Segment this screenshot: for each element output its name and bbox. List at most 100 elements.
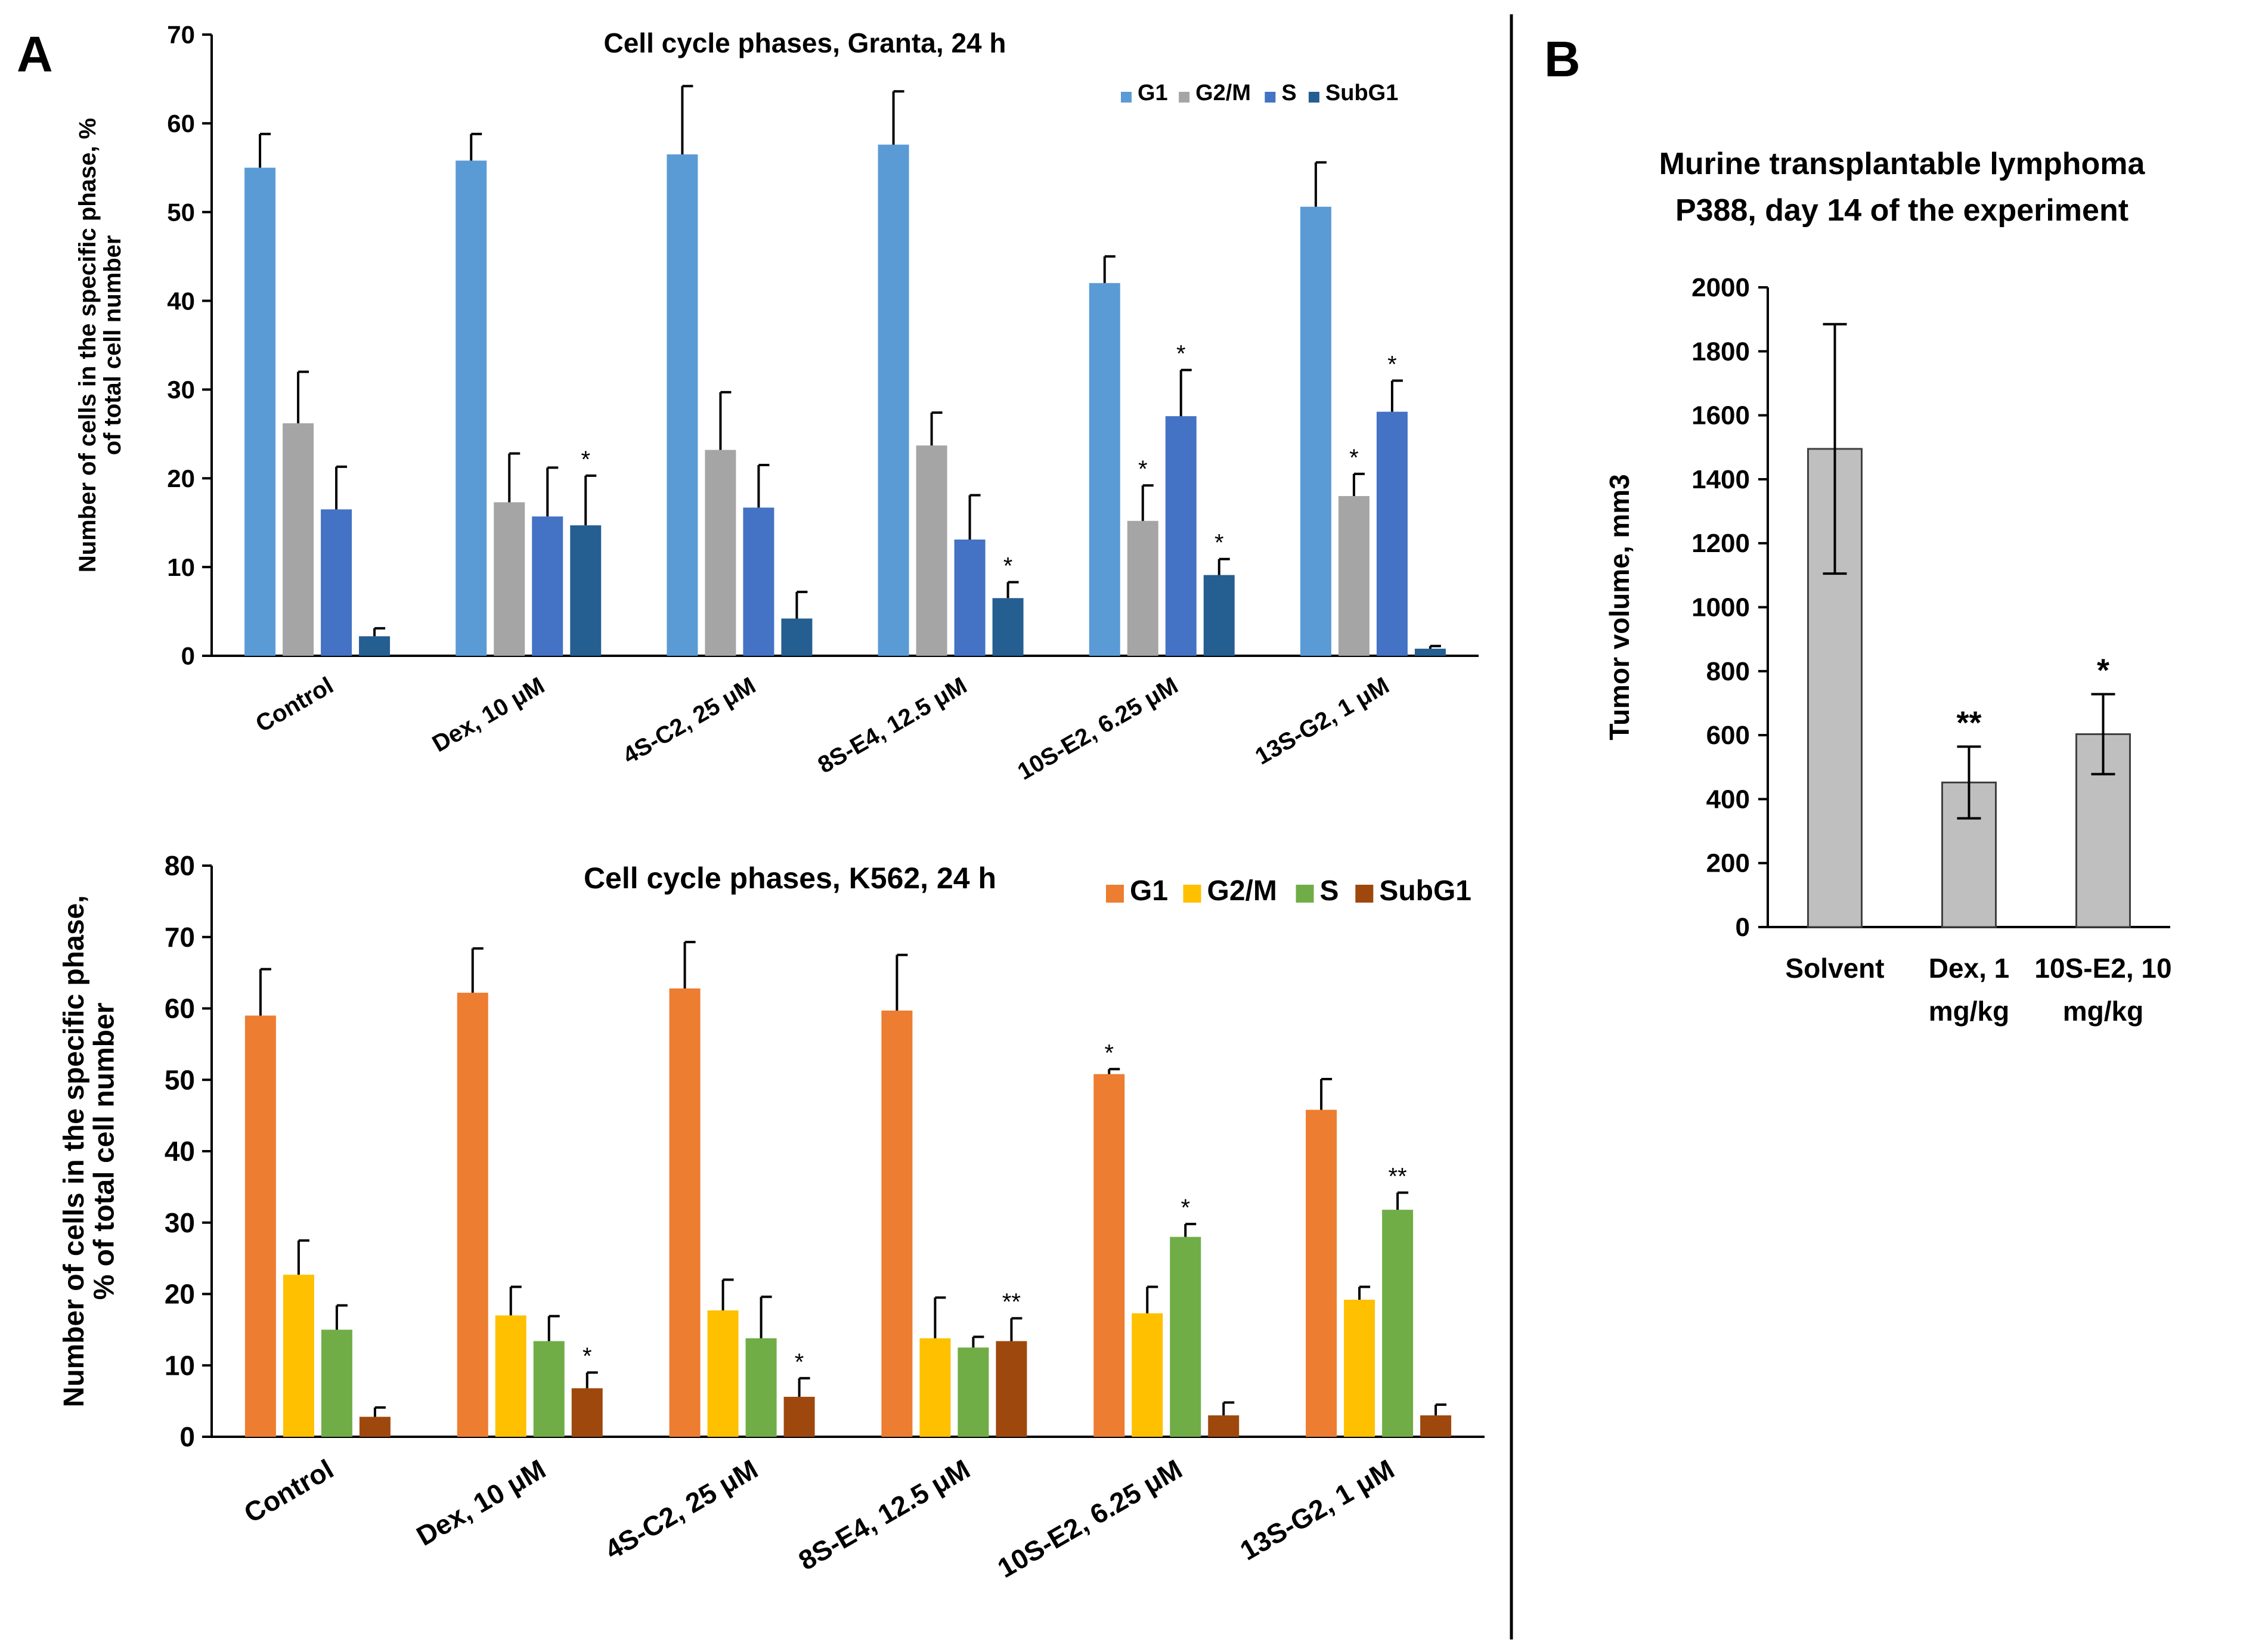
- legend-swatch: [1106, 885, 1124, 903]
- category-label: 10S-E2, 10: [2034, 953, 2171, 984]
- bar-g1: [669, 988, 701, 1437]
- legend-entry: G1: [1138, 80, 1168, 106]
- chart-title-line: Murine transplantable lymphoma: [1659, 147, 2146, 181]
- bar-g1: [244, 1015, 276, 1437]
- legend-swatch: [1308, 92, 1319, 103]
- significance-mark: *: [795, 1349, 804, 1375]
- legend-swatch: [1183, 885, 1201, 903]
- y-tick-label: 1200: [1691, 529, 1750, 558]
- y-tick-label: 50: [165, 1064, 195, 1095]
- legend-swatch: [1121, 92, 1132, 103]
- y-axis-label-line: of total cell number: [100, 235, 126, 455]
- y-axis-label: Number of cells in the specific phase, %…: [75, 118, 126, 572]
- legend-swatch: [1355, 885, 1374, 903]
- bar-s: [1165, 416, 1197, 656]
- legend-entry: G1: [1130, 875, 1168, 907]
- significance-mark: *: [1349, 445, 1359, 471]
- bar-s: [958, 1347, 989, 1437]
- bar-subg1: [359, 1417, 391, 1437]
- significance-mark: *: [2097, 652, 2109, 688]
- bar-g1: [456, 160, 487, 656]
- legend-entry: S: [1281, 80, 1296, 106]
- bar-g2m: [916, 445, 947, 656]
- legend-entry: G2/M: [1207, 875, 1277, 907]
- y-tick-label: 30: [167, 376, 195, 404]
- bar-g2m: [283, 423, 314, 656]
- significance-mark: *: [1003, 553, 1013, 579]
- bar-g1: [1306, 1109, 1337, 1437]
- bar-g1: [244, 168, 276, 656]
- bar-s: [1170, 1236, 1201, 1437]
- legend-entry: SubG1: [1379, 875, 1471, 907]
- significance-mark: *: [1181, 1195, 1190, 1221]
- bar-g2m: [495, 1315, 526, 1437]
- significance-mark: **: [1002, 1289, 1021, 1315]
- legend-swatch: [1265, 92, 1276, 103]
- bar-s: [321, 1329, 352, 1437]
- bar-g2m: [494, 502, 525, 656]
- bar-g2m: [283, 1275, 314, 1437]
- y-tick-label: 2000: [1691, 273, 1750, 302]
- y-axis-label-line: Number of cells in the specific phase, %: [75, 118, 101, 572]
- y-tick-label: 1800: [1691, 337, 1750, 366]
- bar-s: [321, 509, 352, 656]
- bar-subg1: [996, 1341, 1027, 1437]
- bar-g2m: [1344, 1300, 1375, 1437]
- significance-mark: *: [581, 447, 590, 473]
- legend-entry: SubG1: [1325, 80, 1398, 106]
- bar-s: [1376, 411, 1408, 656]
- significance-mark: *: [1176, 341, 1186, 367]
- y-tick-label: 0: [179, 1421, 195, 1452]
- bar-g2m: [1338, 496, 1370, 656]
- y-tick-label: 600: [1706, 721, 1750, 750]
- legend-entry: S: [1320, 875, 1339, 907]
- bar-g2m: [1127, 520, 1158, 656]
- significance-mark: **: [1389, 1163, 1407, 1189]
- y-tick-label: 80: [165, 850, 195, 881]
- panel-b-label: B: [1544, 31, 1581, 87]
- category-label: mg/kg: [1929, 996, 2009, 1027]
- bar-subg1: [571, 1388, 603, 1437]
- y-tick-label: 1400: [1691, 465, 1750, 494]
- y-tick-label: 60: [165, 993, 195, 1024]
- y-axis-label: Number of cells in the specific phase,% …: [58, 895, 120, 1408]
- significance-mark: *: [1214, 530, 1224, 556]
- bar-g2m: [1132, 1313, 1163, 1437]
- bar-s: [532, 516, 563, 656]
- y-tick-label: 40: [165, 1136, 195, 1167]
- y-tick-label: 70: [167, 21, 195, 49]
- y-tick-label: 10: [167, 553, 195, 581]
- y-tick-label: 40: [167, 287, 195, 315]
- y-tick-label: 20: [167, 464, 195, 492]
- y-tick-label: 10: [165, 1350, 195, 1381]
- y-tick-label: 0: [181, 642, 195, 670]
- bar-subg1: [783, 1396, 815, 1437]
- y-tick-label: 800: [1706, 657, 1750, 686]
- y-tick-label: 20: [165, 1279, 195, 1310]
- category-label: Dex, 1: [1929, 953, 2010, 984]
- bar-s: [743, 507, 774, 656]
- bar-g1: [1093, 1074, 1125, 1437]
- y-tick-label: 400: [1706, 785, 1750, 814]
- bar-subg1: [1414, 649, 1446, 656]
- significance-mark: **: [1956, 705, 1981, 740]
- chart-title-line: P388, day 14 of the experiment: [1675, 193, 2128, 228]
- bar-g1: [881, 1011, 913, 1437]
- y-tick-label: 1600: [1691, 401, 1750, 430]
- bar-g2m: [919, 1338, 951, 1437]
- bar-subg1: [992, 598, 1024, 656]
- chart-title: Cell cycle phases, K562, 24 h: [584, 861, 996, 895]
- bar-g2m: [705, 450, 736, 656]
- y-tick-label: 70: [165, 922, 195, 953]
- legend-swatch: [1296, 885, 1314, 903]
- significance-mark: *: [1138, 456, 1148, 482]
- chart-title: Cell cycle phases, Granta, 24 h: [604, 27, 1006, 58]
- bar-g1: [1300, 206, 1331, 656]
- y-tick-label: 200: [1706, 849, 1750, 878]
- bar-g1: [878, 144, 909, 656]
- y-tick-label: 50: [167, 198, 195, 226]
- bar-subg1: [1203, 575, 1235, 656]
- y-tick-label: 30: [165, 1207, 195, 1238]
- bar-subg1: [570, 525, 602, 656]
